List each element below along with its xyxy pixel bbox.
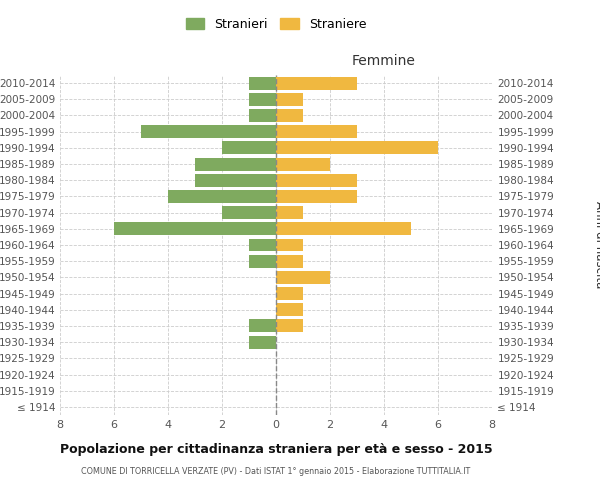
Bar [222, 206, 276, 219]
Bar [141, 125, 276, 138]
Bar [114, 222, 276, 235]
Bar [276, 158, 330, 170]
Bar [276, 320, 303, 332]
Bar [249, 238, 276, 252]
Bar [195, 174, 276, 186]
Bar [249, 336, 276, 348]
Bar [276, 254, 303, 268]
Bar [276, 142, 438, 154]
Bar [222, 142, 276, 154]
Bar [276, 206, 303, 219]
Bar [195, 158, 276, 170]
Bar [276, 304, 303, 316]
Bar [276, 190, 357, 203]
Bar [276, 125, 357, 138]
Bar [276, 287, 303, 300]
Bar [276, 238, 303, 252]
Text: Popolazione per cittadinanza straniera per età e sesso - 2015: Popolazione per cittadinanza straniera p… [59, 442, 493, 456]
Bar [276, 109, 303, 122]
Bar [276, 222, 411, 235]
Bar [276, 76, 357, 90]
Bar [276, 271, 330, 284]
Bar [276, 93, 303, 106]
Legend: Stranieri, Straniere: Stranieri, Straniere [182, 14, 370, 34]
Bar [276, 174, 357, 186]
Y-axis label: Anni di nascita: Anni di nascita [593, 202, 600, 288]
Text: COMUNE DI TORRICELLA VERZATE (PV) - Dati ISTAT 1° gennaio 2015 - Elaborazione TU: COMUNE DI TORRICELLA VERZATE (PV) - Dati… [82, 468, 470, 476]
Bar [249, 76, 276, 90]
Bar [249, 93, 276, 106]
Bar [249, 109, 276, 122]
Bar [168, 190, 276, 203]
Bar [249, 320, 276, 332]
Bar [249, 254, 276, 268]
Text: Femmine: Femmine [352, 54, 416, 68]
